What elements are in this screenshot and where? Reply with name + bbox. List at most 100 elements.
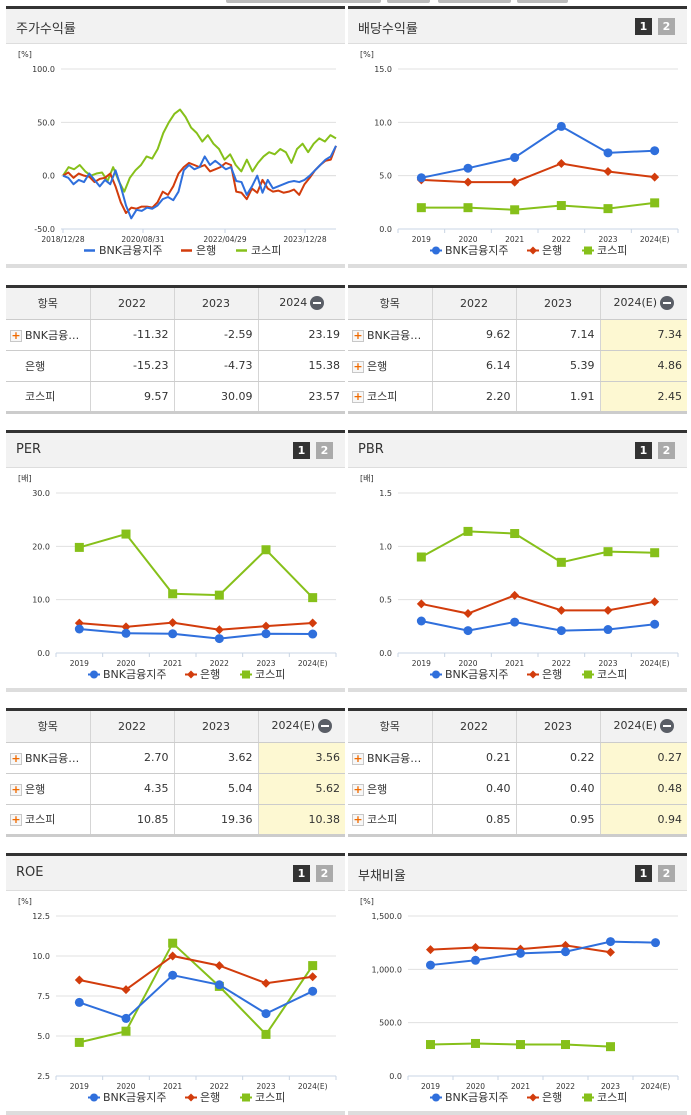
series-2 [416,198,660,215]
table-cell: 0.40 [516,773,601,805]
svg-text:2022/04/29: 2022/04/29 [203,235,246,244]
column-header: 2022 [90,288,175,320]
expand-plus-icon[interactable]: + [352,813,364,826]
column-header: 2023 [516,711,601,743]
page-1-button[interactable]: 1 [635,18,652,35]
svg-text:10.0: 10.0 [32,952,50,961]
row-label[interactable]: + 코스피 [348,804,433,837]
chart-title: 주가수익률 [16,22,76,37]
table-cell: 0.48 [600,773,687,805]
table-cell: 2.20 [432,381,517,414]
collapse-icon[interactable] [660,296,675,311]
collapse-icon[interactable] [660,719,675,734]
svg-text:2021: 2021 [505,235,524,244]
table-row: + BNK금융… -11.32 -2.59 23.19 [6,319,345,351]
row-label[interactable]: + BNK금융… [6,319,91,351]
expand-plus-icon[interactable]: + [10,328,22,342]
dividend-chart: [%] 15.0 10.0 5.0 0.0 2019 2020 2021 2022 2023 202… [348,44,687,264]
table-cell: 2.45 [600,381,687,414]
chart-title: PBR [358,442,384,457]
page-1-button[interactable]: 1 [293,442,310,459]
column-header: 2022 [432,288,517,320]
row-label[interactable]: + BNK금융… [348,319,433,351]
collapse-icon[interactable] [318,719,333,734]
column-header: 2023 [516,288,601,320]
table-cell: -11.32 [90,319,175,351]
chart-title: 부채비율 [358,869,406,884]
row-label[interactable]: + 은행 [348,350,433,382]
expand-plus-icon[interactable]: + [10,751,22,765]
svg-text:BNK금융지주: BNK금융지주 [445,244,508,257]
page-2-button[interactable]: 2 [316,865,333,882]
collapse-icon[interactable] [310,296,325,311]
page-2-button[interactable]: 2 [316,442,333,459]
svg-text:2020: 2020 [116,659,135,668]
expand-plus-icon[interactable]: + [10,782,22,796]
dividend-table: 항목 2022 2023 2024(E) + BNK금융… 9.62 7.14 7.34 + 은행 6… [348,285,687,414]
expand-plus-icon[interactable]: + [352,782,364,796]
svg-text:0.0: 0.0 [379,225,392,234]
column-header: 2024(E) [600,288,687,320]
page-1-button[interactable]: 1 [293,865,310,882]
svg-text:100.0: 100.0 [32,65,55,74]
svg-text:BNK금융지주: BNK금융지주 [445,1091,508,1104]
svg-text:30.0: 30.0 [32,489,50,498]
column-header: 2024(E) [600,711,687,743]
table-cell: 0.85 [432,804,517,837]
svg-text:2023: 2023 [598,235,617,244]
table-cell: 5.39 [516,350,601,382]
svg-text:은행: 은행 [200,668,220,681]
chart-title: PER [16,442,42,457]
svg-text:2023: 2023 [598,659,617,668]
expand-plus-icon[interactable]: + [352,359,364,373]
svg-text:2020: 2020 [116,1082,135,1091]
svg-text:코스피: 코스피 [255,1091,285,1104]
expand-plus-icon[interactable]: + [352,751,364,765]
svg-text:0.5: 0.5 [379,596,392,605]
table-cell: 9.62 [432,319,517,351]
debt-ratio-chart: [%] 1,500.0 1,000.0 500.0 0.0 2019 2020 2021 202… [348,891,687,1111]
row-label[interactable]: + BNK금융… [348,742,433,774]
svg-text:BNK금융지주: BNK금융지주 [99,244,162,257]
svg-text:2024(E): 2024(E) [298,659,328,668]
table-cell: 10.38 [258,804,345,837]
table-row: + BNK금융… 0.21 0.22 0.27 [348,742,687,774]
expand-plus-icon[interactable]: + [352,328,364,342]
row-label[interactable]: + 은행 [348,773,433,805]
column-header: 2022 [432,711,517,743]
svg-text:2021: 2021 [163,659,182,668]
svg-text:2021: 2021 [505,659,524,668]
series-0 [416,121,660,183]
expand-plus-icon[interactable]: + [352,390,364,403]
table-row: + 은행 0.40 0.40 0.48 [348,773,687,805]
page-1-button[interactable]: 1 [635,442,652,459]
column-header: 항목 [6,711,91,743]
svg-text:BNK금융지주: BNK금융지주 [103,1091,166,1104]
svg-text:2024(E): 2024(E) [640,659,670,668]
table-cell: 4.35 [90,773,175,805]
page-2-button[interactable]: 2 [658,18,675,35]
stock-return-chart-panel: 주가수익률 [%] 100.0 50.0 0.0 -50.0 2018/12/28 2020… [6,6,345,268]
row-label[interactable]: + 코스피 [348,381,433,414]
page-2-button[interactable]: 2 [658,442,675,459]
table-row: + 코스피 2.20 1.91 2.45 [348,381,687,414]
expand-plus-icon[interactable]: + [10,813,22,826]
row-label[interactable]: + 코스피 [6,804,91,837]
page-2-button[interactable]: 2 [658,865,675,882]
table-cell: 3.62 [174,742,259,774]
svg-text:2019: 2019 [70,659,89,668]
row-label[interactable]: + 은행 [6,773,91,805]
page-1-button[interactable]: 1 [635,865,652,882]
chart-legend: BNK금융지주 은행 코스피 [88,668,285,681]
row-label[interactable]: + BNK금융… [6,742,91,774]
per-chart: [배] 30.0 20.0 10.0 0.0 2019 2020 2021 2022 2023 20… [6,468,345,688]
series-1 [416,159,660,187]
table-cell: 5.04 [174,773,259,805]
table-row: + 은행 6.14 5.39 4.86 [348,350,687,382]
y-unit-label: [%] [360,50,374,59]
table-cell: -4.73 [174,350,259,382]
svg-text:코스피: 코스피 [597,1091,627,1104]
column-header: 항목 [348,711,433,743]
